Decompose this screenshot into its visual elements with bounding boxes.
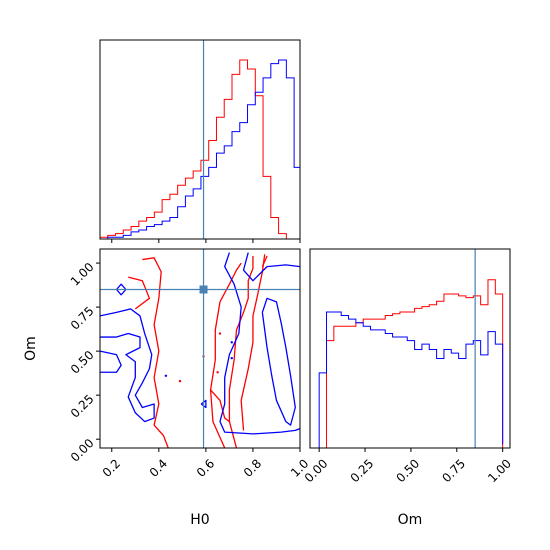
contour-line-8 <box>100 350 122 373</box>
truth-marker <box>199 285 208 294</box>
om-x-tick-label: 0.50 <box>393 456 422 485</box>
contour-y-tick-label: 1.00 <box>68 260 97 289</box>
om-histogram-series-0 <box>319 279 504 448</box>
om-histogram-frame <box>309 248 511 449</box>
h0-histogram-series-0 <box>100 59 300 239</box>
contour-dot-0 <box>218 332 222 335</box>
contour-line-6 <box>210 389 230 423</box>
contour-line-11 <box>242 252 300 282</box>
x-axis-label-h0: H0 <box>190 512 209 528</box>
x-axis-label-om: Om <box>398 512 423 528</box>
om-x-tick-label: 0.00 <box>302 456 331 485</box>
contour-x-tick-label: 0.4 <box>147 456 170 479</box>
contour-line-4 <box>240 254 266 431</box>
om-x-tick-label: 0.25 <box>348 456 377 485</box>
contour-y-tick-label: 0.25 <box>68 392 97 421</box>
y-axis-label-om: Om <box>23 336 39 361</box>
contour-line-7 <box>100 308 155 423</box>
h0-histogram-series-1 <box>100 59 300 239</box>
contour-line-1 <box>128 276 151 310</box>
contour-frame <box>99 248 301 449</box>
contour-line-5 <box>261 255 268 267</box>
contour-y-tick-label: 0.75 <box>68 304 97 333</box>
h0-histogram-frame <box>99 39 301 240</box>
contour-line-0 <box>142 257 169 448</box>
contour-line-3 <box>228 256 254 448</box>
contour-x-tick-label: 0.2 <box>100 456 123 479</box>
contour-dot-5 <box>230 356 233 360</box>
contour-dot-3 <box>178 379 182 383</box>
contour-dot-4 <box>230 341 233 344</box>
contour-line-12 <box>261 297 296 426</box>
contour-x-tick-label: 0.6 <box>194 456 217 479</box>
contour-line-10 <box>219 252 300 435</box>
contour-y-tick-label: 0.00 <box>68 436 97 465</box>
contour-line-2 <box>209 262 242 448</box>
contour-x-tick-label: 0.8 <box>241 456 264 479</box>
contour-y-tick-label: 0.50 <box>68 348 97 377</box>
om-histogram-series-1 <box>318 311 504 448</box>
contour-dot-1 <box>216 371 219 374</box>
om-x-tick-label: 1.00 <box>485 456 514 485</box>
contour-dot-6 <box>164 374 168 377</box>
om-x-tick-label: 0.75 <box>439 456 468 485</box>
